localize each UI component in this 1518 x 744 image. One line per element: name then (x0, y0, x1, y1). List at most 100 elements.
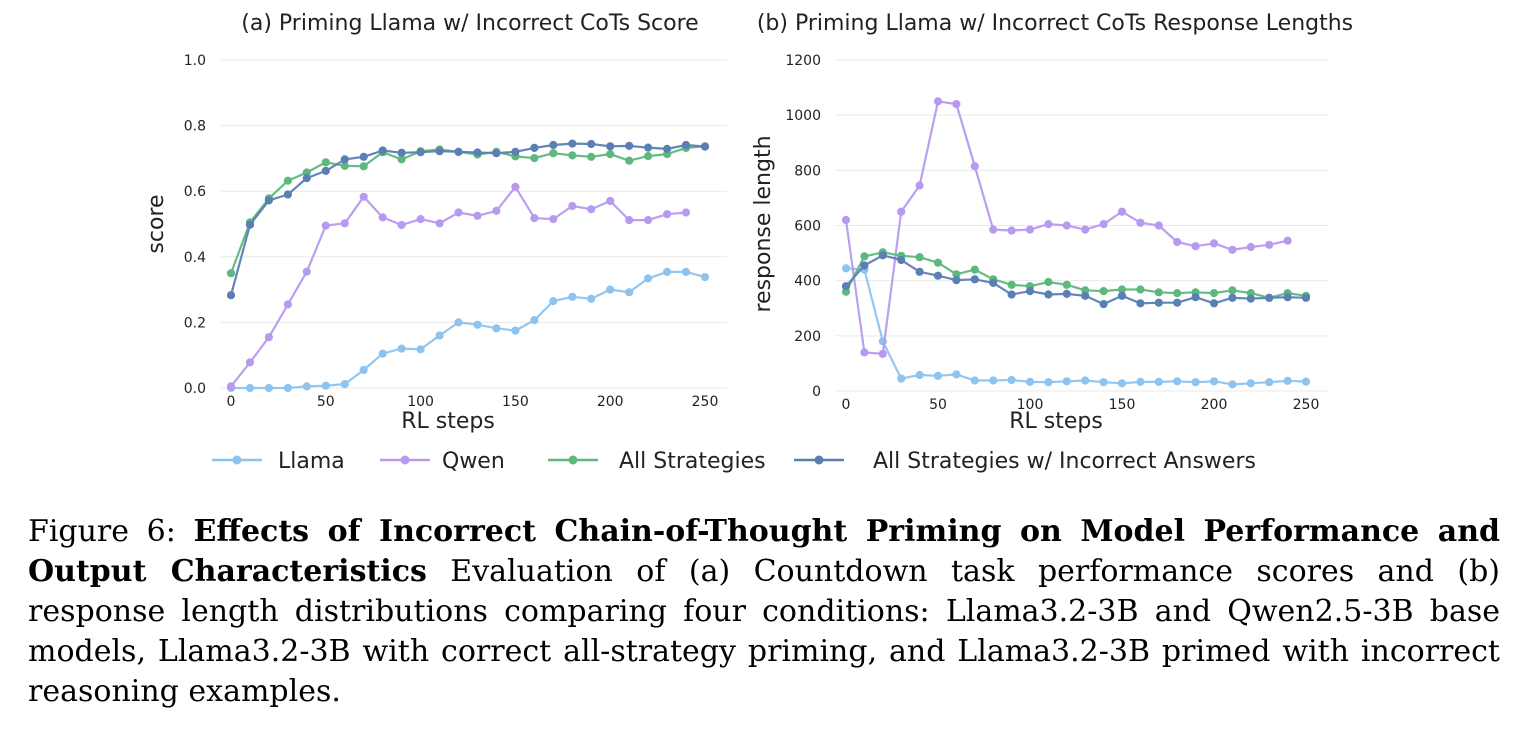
data-point-b-3-4 (915, 267, 924, 276)
data-point-b-1-3 (897, 207, 906, 216)
data-point-a-1-3 (283, 300, 292, 309)
data-point-a-3-18 (568, 139, 577, 148)
data-point-b-0-8 (989, 376, 998, 385)
legend-label-1: Qwen (442, 449, 505, 474)
x-tick-label-a-3: 150 (502, 394, 529, 410)
data-point-a-1-23 (663, 210, 672, 219)
data-point-b-0-9 (1007, 375, 1016, 385)
data-point-b-1-12 (1062, 221, 1071, 230)
y-axis-label-b: response length (751, 135, 776, 312)
legend-marker-0 (232, 455, 242, 465)
data-point-b-1-18 (1173, 237, 1182, 247)
data-point-b-0-15 (1117, 379, 1127, 388)
data-point-b-0-14 (1099, 378, 1108, 387)
data-point-a-0-19 (587, 294, 596, 303)
x-axis-label-b: RL steps (1009, 409, 1103, 434)
legend: Llama Qwen All Strategies All Strategies w/… (212, 449, 1256, 474)
data-point-b-0-20 (1209, 377, 1219, 386)
data-point-a-0-12 (454, 318, 463, 327)
figure-svg: (a) Priming Llama w/ Incorrect CoTs Scor… (144, 11, 1353, 474)
data-point-a-2-5 (321, 158, 330, 167)
data-point-a-2-21 (625, 156, 634, 165)
x-tick-label-a-2: 100 (407, 394, 434, 410)
data-point-a-3-11 (435, 147, 444, 156)
data-point-a-0-25 (700, 273, 710, 282)
panel-a-score-chart: (a) Priming Llama w/ Incorrect CoTs Scor… (144, 11, 727, 434)
data-point-a-3-23 (663, 144, 672, 153)
data-point-a-3-14 (492, 149, 501, 158)
data-point-a-2-22 (644, 152, 653, 161)
data-point-b-0-24 (1283, 376, 1292, 385)
data-point-b-3-24 (1283, 293, 1292, 302)
data-point-a-1-19 (587, 205, 596, 214)
data-point-a-0-13 (473, 320, 482, 329)
data-point-a-1-24 (681, 208, 691, 217)
data-point-b-1-13 (1081, 225, 1090, 234)
figure-area: (a) Priming Llama w/ Incorrect CoTs Scor… (144, 11, 1353, 474)
data-point-b-1-5 (933, 97, 943, 106)
data-point-a-0-2 (264, 383, 273, 393)
legend-label-2: All Strategies (619, 449, 766, 474)
data-point-a-3-10 (416, 148, 425, 157)
data-point-b-3-25 (1301, 293, 1311, 302)
y-tick-label-b-6: 1200 (785, 53, 821, 69)
chart-title-b: (b) Priming Llama w/ Incorrect CoTs Resp… (757, 11, 1353, 36)
data-point-b-0-25 (1301, 377, 1311, 386)
y-tick-label-b-1: 200 (794, 329, 821, 345)
data-point-a-0-7 (359, 365, 368, 375)
data-point-a-0-11 (435, 331, 444, 340)
data-point-a-3-21 (625, 141, 634, 150)
data-point-a-0-1 (245, 383, 255, 393)
legend-label-3: All Strategies w/ Incorrect Answers (873, 449, 1256, 474)
data-point-a-0-5 (321, 381, 330, 390)
data-point-b-0-3 (897, 374, 906, 383)
data-point-a-2-17 (549, 149, 558, 158)
x-tick-label-a-4: 200 (597, 394, 624, 410)
data-point-b-1-23 (1265, 240, 1274, 249)
data-point-a-0-4 (302, 382, 311, 391)
chart-title-a: (a) Priming Llama w/ Incorrect CoTs Scor… (241, 11, 698, 36)
y-tick-label-a-4: 0.8 (184, 119, 206, 135)
data-point-a-3-2 (264, 196, 273, 205)
data-point-a-1-21 (625, 216, 634, 225)
data-point-b-1-22 (1246, 242, 1255, 252)
y-tick-label-a-3: 0.6 (184, 184, 206, 200)
y-tick-label-a-5: 1.0 (184, 53, 206, 69)
caption-body: Evaluation of (a) Countdown task perform… (28, 554, 1500, 709)
data-point-a-3-4 (302, 174, 311, 183)
data-point-b-1-10 (1025, 225, 1035, 234)
data-point-a-0-6 (340, 380, 349, 389)
y-tick-label-a-2: 0.4 (184, 250, 206, 266)
data-point-b-1-14 (1099, 220, 1108, 229)
data-point-b-2-18 (1173, 289, 1182, 298)
data-point-b-3-5 (933, 271, 943, 280)
data-point-a-3-24 (681, 140, 691, 150)
legend-marker-2 (568, 455, 578, 465)
data-point-b-1-6 (952, 100, 961, 109)
data-point-a-0-14 (492, 324, 501, 333)
data-point-a-0-22 (644, 274, 653, 283)
data-point-a-1-22 (644, 216, 653, 225)
series-line-b-3 (845, 254, 1307, 306)
data-point-a-3-25 (700, 142, 710, 151)
data-point-b-1-20 (1209, 239, 1219, 248)
data-point-b-2-14 (1099, 287, 1108, 296)
data-point-a-1-7 (359, 192, 368, 201)
data-point-b-1-11 (1044, 220, 1053, 229)
data-point-a-1-20 (606, 196, 615, 206)
data-point-a-0-15 (511, 326, 520, 335)
data-point-b-3-16 (1136, 299, 1145, 308)
data-point-a-1-15 (511, 182, 520, 191)
legend-marker-1 (400, 455, 410, 465)
data-point-a-1-9 (397, 220, 406, 230)
data-point-b-0-4 (915, 370, 924, 380)
data-point-b-1-8 (989, 225, 998, 234)
data-point-a-3-3 (283, 190, 292, 199)
data-point-b-0-18 (1173, 377, 1182, 386)
data-point-b-0-12 (1062, 377, 1071, 386)
x-tick-label-a-5: 250 (692, 394, 719, 410)
data-point-b-3-20 (1209, 299, 1219, 308)
y-tick-label-a-1: 0.2 (184, 315, 206, 331)
data-point-b-3-8 (989, 278, 998, 287)
data-point-a-0-17 (549, 297, 558, 306)
